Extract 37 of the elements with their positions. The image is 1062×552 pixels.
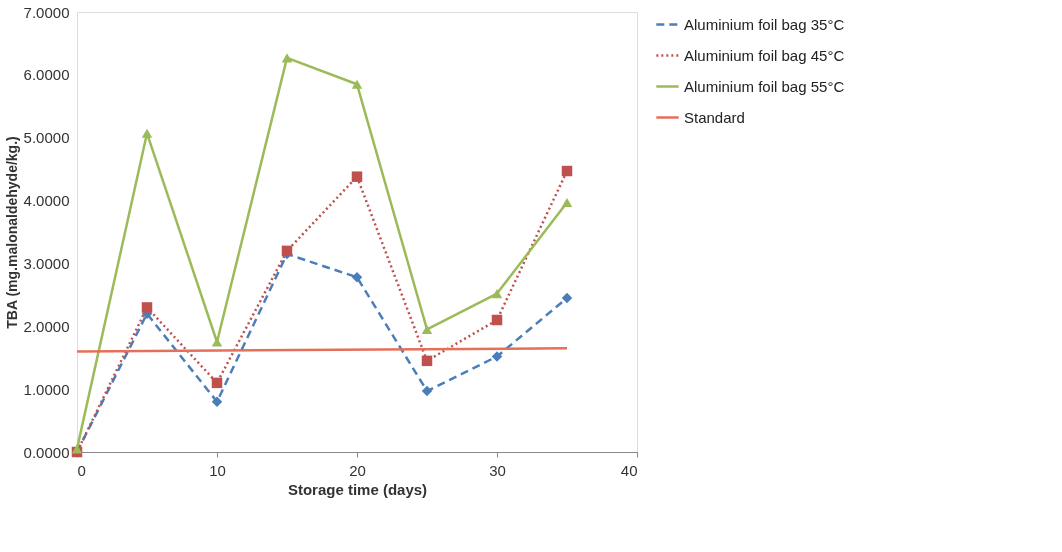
x-tick-label: 30 <box>489 461 506 479</box>
legend-label: Aluminium foil bag 55°C <box>684 77 845 95</box>
y-tick-label: 2.0000 <box>23 317 70 335</box>
point <box>211 396 223 407</box>
point <box>141 302 153 313</box>
point <box>561 197 573 207</box>
legend-label: Aluminium foil bag 35°C <box>684 15 845 33</box>
y-tick-label: 1.0000 <box>23 380 70 398</box>
point <box>281 53 293 63</box>
y-tick-label: 6.0000 <box>23 66 70 84</box>
point <box>561 292 573 304</box>
x-tick-label: 0 <box>77 461 86 479</box>
y-tick-label: 5.0000 <box>23 129 70 147</box>
legend-label: Standard <box>684 108 745 126</box>
point <box>211 377 223 389</box>
point <box>561 165 573 177</box>
point <box>491 289 503 299</box>
x-tick-label: 20 <box>349 461 366 479</box>
x-tick-label: 10 <box>209 461 226 479</box>
legend-label: Aluminium foil bag 45°C <box>684 46 845 64</box>
point <box>141 128 153 138</box>
point <box>421 324 433 334</box>
y-tick-label: 3.0000 <box>23 254 70 272</box>
point <box>421 355 433 367</box>
x-axis-title: Storage time (days) <box>287 480 428 498</box>
point <box>351 272 363 283</box>
point <box>491 351 503 362</box>
point <box>71 444 83 454</box>
y-axis-title: TBA (mg.malonaldehyde/kg.) <box>3 136 20 329</box>
x-tick-label: 40 <box>620 461 638 479</box>
point <box>351 171 363 182</box>
point <box>421 385 433 397</box>
y-tick-label: 0.0000 <box>23 443 70 461</box>
point <box>351 79 363 89</box>
y-tick-label: 4.0000 <box>23 192 70 210</box>
y-tick-label: 7.0000 <box>23 3 70 21</box>
point <box>491 314 503 326</box>
